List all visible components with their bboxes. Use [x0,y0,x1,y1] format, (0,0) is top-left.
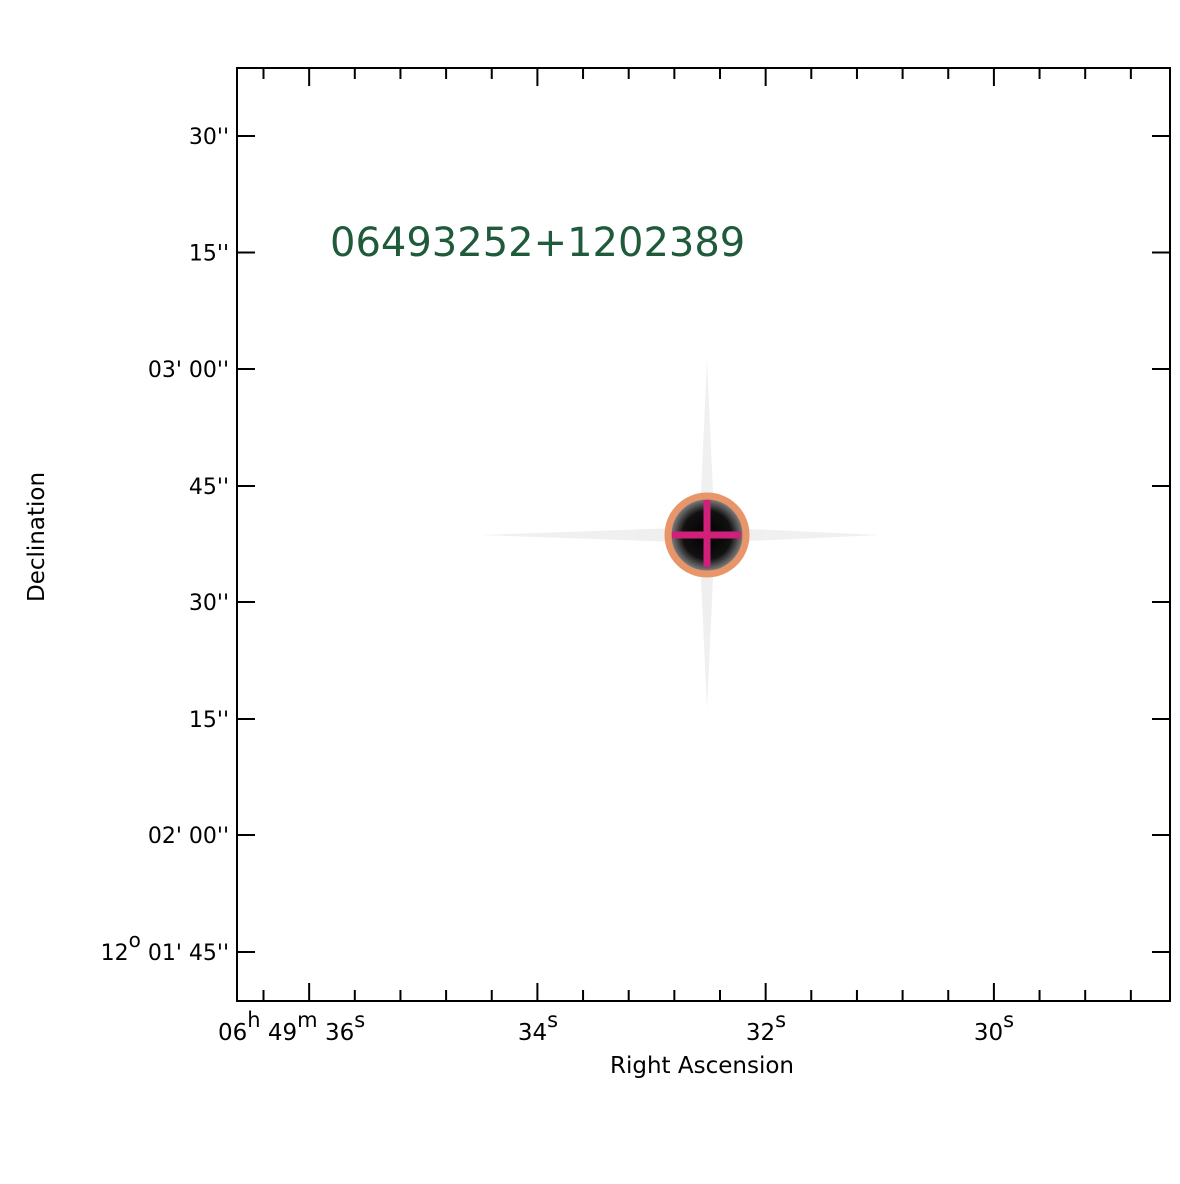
tick-label-text: 32 [746,1020,775,1046]
tick-label-text: 45'' [189,475,229,500]
tick-label-text: 49 [261,1020,298,1046]
plot-frame [236,67,1171,1002]
tick-label-superscript: h [247,1008,260,1032]
tick-label: 12o 01' 45'' [101,928,229,966]
ticks [237,68,1170,1001]
tick-label-text: 30'' [189,125,229,150]
tick-label-text: 12 [101,941,129,966]
tick-label-text: 15'' [189,242,229,267]
tick-label-superscript: m [297,1008,317,1032]
tick-label-text: 03' 00'' [148,358,229,383]
tick-label: 15'' [189,708,229,733]
tick-label-text: 15'' [189,708,229,733]
tick-label-text: 01' 45'' [141,941,229,966]
tick-label: 03' 00'' [148,358,229,383]
tick-label-text: 30 [974,1020,1003,1046]
tick-label: 06h 49m 36s [218,1008,365,1046]
tick-label-superscript: s [547,1008,558,1032]
tick-label: 30'' [189,591,229,616]
tick-label-text: 36 [318,1020,355,1046]
tick-label: 45'' [189,475,229,500]
tick-label: 15'' [189,242,229,267]
tick-label: 30'' [189,125,229,150]
tick-label: 02' 00'' [148,824,229,849]
tick-label-superscript: s [354,1008,365,1032]
tick-label-text: 34 [518,1020,547,1046]
tick-label-text: 30'' [189,591,229,616]
tick-label-text: 02' 00'' [148,824,229,849]
tick-label-superscript: s [775,1008,786,1032]
y-axis-label: Declination [24,472,50,602]
tick-label: 34s [518,1008,558,1046]
tick-label-text: 06 [218,1020,247,1046]
tick-label: 32s [746,1008,786,1046]
source-circle [664,492,750,578]
object-id: 06493252+1202389 [330,220,745,266]
x-axis-label: Right Ascension [610,1053,794,1079]
tick-label-superscript: s [1003,1008,1014,1032]
tick-label: 30s [974,1008,1014,1046]
tick-label-superscript: o [129,928,141,952]
